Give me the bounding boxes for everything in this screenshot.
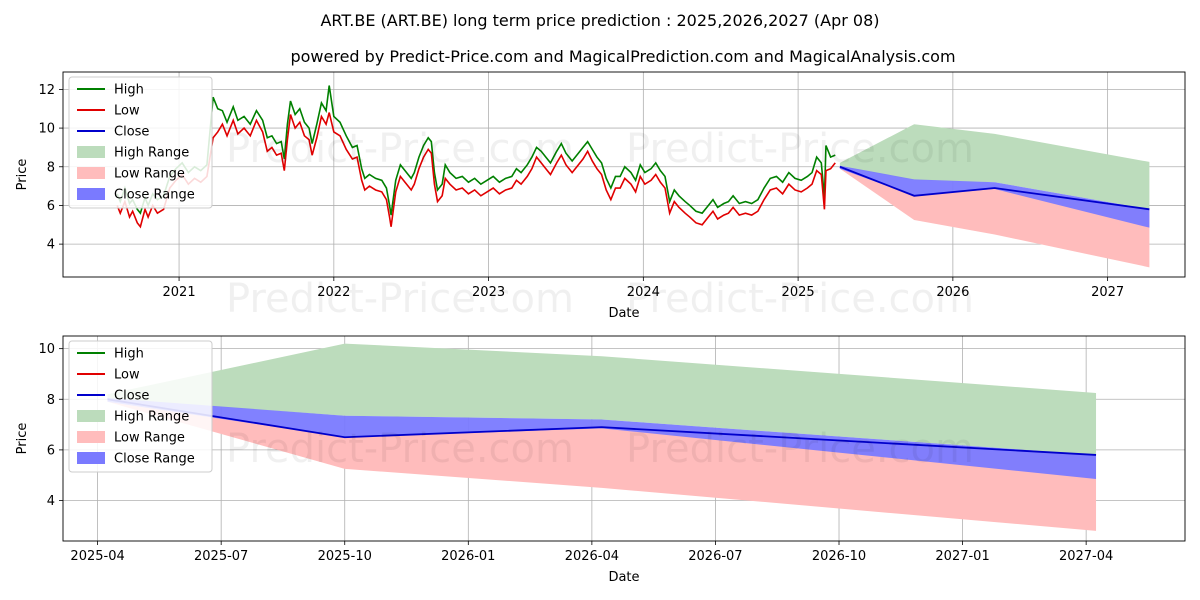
legend-swatch [77,146,105,158]
legend-item-high: High [77,347,144,362]
y-tick-label: 10 [38,342,55,357]
x-tick-label: 2025-10 [318,549,372,564]
legend-item-low: Low [77,368,140,383]
close-series-line [107,398,1097,456]
history-panel: 2021 2022 2023 2024 2025 2026 20274681012DateP… [15,71,1186,321]
watermark-text: Predict-Price.com [226,426,574,472]
y-tick-label: 6 [47,199,55,214]
y-axis-label: Price [15,159,30,191]
low-series-line [116,112,836,229]
plot-frame [62,71,1186,278]
legend-item-low: Low [77,104,140,119]
y-tick-label: 8 [47,393,55,408]
x-tick-label: 2027 [1091,285,1124,300]
y-tick-label: 6 [47,443,55,458]
legend-item-high-range: High Range [77,146,189,161]
x-tick-label: 2026-01 [441,549,495,564]
x-axis-label: Date [608,306,639,321]
legend: High Low Close High Range Low Range Close Ran… [68,76,213,209]
legend: High Low Close High Range Low Range Close Ran… [68,340,213,473]
legend-label: High Range [114,410,189,425]
legend-label: Low Range [114,167,185,182]
y-tick-label: 4 [47,238,55,253]
y-tick-label: 8 [47,160,55,175]
x-axis-label: Date [608,570,639,585]
high-range-band [107,343,1097,455]
legend-label: Low Range [114,431,185,446]
x-tick-label: 2025 [782,285,815,300]
legend-label: Low [114,104,140,119]
legend-item-close-range: Close Range [77,188,195,203]
y-axis-label: Price [15,423,30,455]
legend-swatch [77,452,105,464]
legend-item-high: High [77,83,144,98]
plot-frame [62,335,1186,542]
x-tick-label: 2026-07 [688,549,742,564]
prediction-panel: 2025-04 2025-07 2025-10 2026-01 2026-04 2026-… [15,335,1186,585]
legend-label: High [114,83,144,98]
x-tick-label: 2026-04 [565,549,619,564]
close-range-band [839,165,1150,228]
x-tick-label: 2027-01 [935,549,989,564]
legend-item-low-range: Low Range [77,431,185,446]
watermark-layer: Predict-Price.com Predict-Price.com Predic… [226,126,974,472]
y-tick-label: 4 [47,494,55,509]
x-tick-label: 2024 [627,285,660,300]
chart-title: ART.BE (ART.BE) long term price predicti… [320,11,879,30]
close-series-line [839,165,1150,211]
watermark-text: Predict-Price.com [626,426,974,472]
high-series-line [116,85,836,216]
x-tick-label: 2026-10 [812,549,866,564]
x-tick-label: 2027-04 [1059,549,1113,564]
legend-label: Close [114,389,149,404]
legend-label: Low [114,368,140,383]
legend-swatch [77,167,105,179]
x-tick-label: 2025-07 [194,549,248,564]
y-tick-label: 12 [38,83,55,98]
watermark-text: Predict-Price.com [226,126,574,172]
legend-item-close: Close [77,389,149,404]
watermark-text: Predict-Price.com [626,126,974,172]
legend-item-high-range: High Range [77,410,189,425]
x-tick-label: 2025-04 [70,549,124,564]
legend-item-low-range: Low Range [77,167,185,182]
chart-subtitle: powered by Predict-Price.com and Magical… [290,47,955,66]
legend-swatch [77,410,105,422]
legend-item-close: Close [77,125,149,140]
legend-item-close-range: Close Range [77,452,195,467]
legend-label: Close Range [114,452,195,467]
legend-label: High [114,347,144,362]
watermark-text: Predict-Price.com [226,276,574,322]
y-tick-label: 10 [38,122,55,137]
x-tick-label: 2023 [472,285,505,300]
legend-label: High Range [114,146,189,161]
close-range-band [107,398,1097,479]
high-range-band [839,124,1150,210]
low-range-band [107,399,1097,531]
low-range-band [839,166,1150,268]
legend-label: Close Range [114,188,195,203]
x-tick-label: 2022 [317,285,350,300]
x-tick-label: 2021 [163,285,196,300]
legend-swatch [77,188,105,200]
legend-swatch [77,431,105,443]
watermark-text: Predict-Price.com [626,276,974,322]
x-tick-label: 2026 [936,285,969,300]
legend-label: Close [114,125,149,140]
